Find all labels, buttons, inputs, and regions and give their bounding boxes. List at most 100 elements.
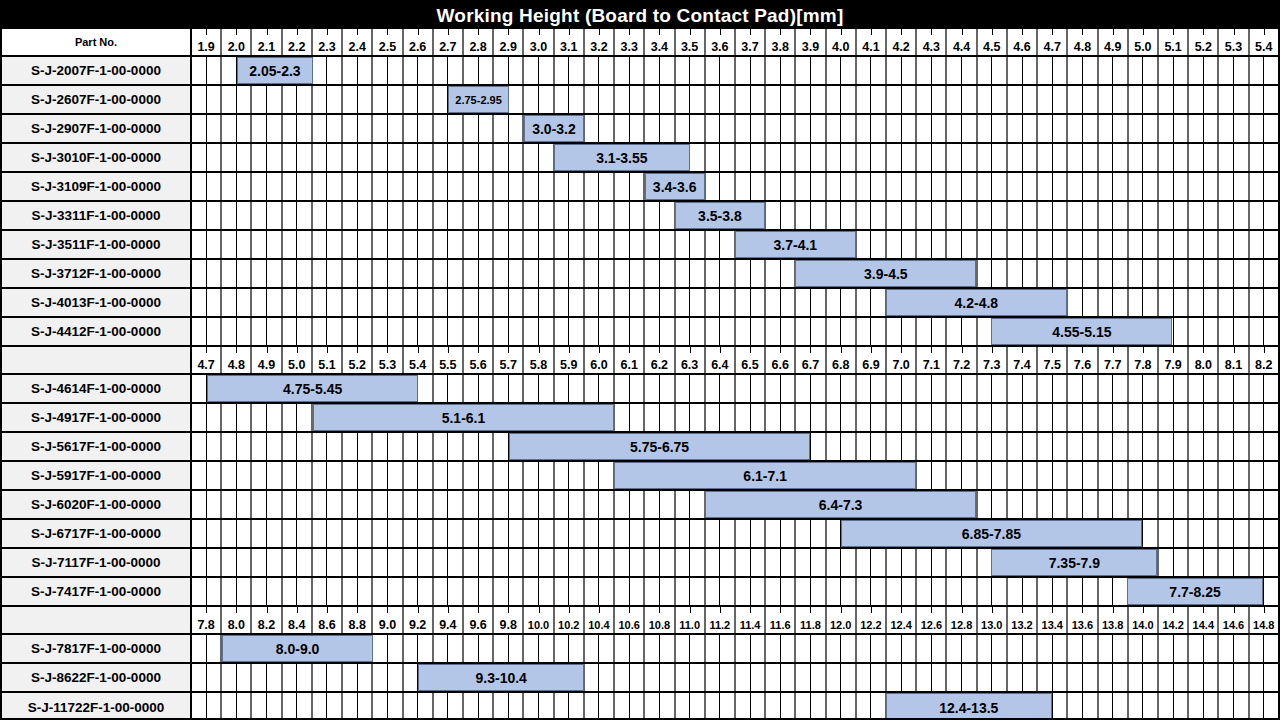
grid-cell <box>676 57 691 84</box>
grid-cell <box>358 173 374 200</box>
grid-cell <box>1083 57 1099 84</box>
grid-cell <box>1189 693 1204 720</box>
grid-cell <box>781 578 797 605</box>
grid-cell <box>569 693 585 720</box>
grid-cell <box>917 173 932 200</box>
grid-cell <box>857 57 872 84</box>
grid-cell <box>555 318 570 345</box>
part-number-cell: S-J-2007F-1-00-0000 <box>2 57 192 84</box>
axis-tick-label: 11.0 <box>676 607 706 633</box>
grid-cell <box>509 289 525 316</box>
grid-cell <box>1008 144 1023 171</box>
grid-cell <box>599 202 615 229</box>
grid-cell <box>1053 173 1069 200</box>
grid-cell <box>1023 144 1039 171</box>
grid-cell <box>267 202 283 229</box>
grid-cell <box>1099 462 1114 489</box>
grid-cell <box>524 318 539 345</box>
table-row: S-J-4614F-1-00-00004.75-5.45 <box>2 375 1278 404</box>
axis-tick-label: 8.2 <box>1250 347 1278 373</box>
grid-cell <box>932 86 948 113</box>
grid-cell <box>418 202 434 229</box>
grid-cell <box>388 520 404 547</box>
table-row: S-J-4412F-1-00-00004.55-5.15 <box>2 318 1278 347</box>
grid-cell <box>252 693 267 720</box>
grid-cell <box>1219 202 1234 229</box>
grid-cell <box>1234 664 1250 691</box>
sections: Part No.1.92.02.12.22.32.42.52.62.72.82.… <box>2 29 1278 720</box>
grid-cell <box>388 635 404 662</box>
grid-cell <box>237 289 253 316</box>
grid-cell <box>857 549 872 576</box>
grid-cell <box>448 578 464 605</box>
axis-tick-label: 7.0 <box>887 347 917 373</box>
grid-cell <box>464 433 479 460</box>
grid-cell <box>555 57 570 84</box>
grid-cell <box>509 202 525 229</box>
grid-cell <box>978 231 993 258</box>
grid-cell <box>1099 57 1114 84</box>
grid-cell <box>448 462 464 489</box>
grid-cell <box>434 260 449 287</box>
grid-cell <box>207 231 223 258</box>
grid-cell <box>1204 635 1220 662</box>
grid-cell <box>676 520 691 547</box>
part-number-cell: S-J-4013F-1-00-0000 <box>2 289 192 316</box>
part-number-cell: S-J-3010F-1-00-0000 <box>2 144 192 171</box>
grid-cell <box>1083 375 1099 402</box>
grid-cell <box>539 57 555 84</box>
grid-cell <box>207 433 223 460</box>
axis-header-row: 7.88.08.28.48.68.89.09.29.49.69.810.010.… <box>2 607 1278 635</box>
grid-cell <box>796 173 811 200</box>
grid-cell <box>902 144 918 171</box>
grid-cell <box>1143 115 1159 142</box>
grid-cell <box>509 578 525 605</box>
grid-cell <box>1068 578 1083 605</box>
grid-cell <box>1053 693 1069 720</box>
grid-cell <box>690 115 706 142</box>
grid-cell <box>871 375 887 402</box>
grid-cell <box>1219 491 1234 518</box>
grid-cell <box>1174 318 1190 345</box>
grid-cell <box>781 404 797 431</box>
grid-cell <box>192 404 207 431</box>
grid-cell <box>192 664 207 691</box>
grid-cell <box>464 375 479 402</box>
axis-tick-label: 8.8 <box>343 607 373 633</box>
part-number-cell: S-J-3511F-1-00-0000 <box>2 231 192 258</box>
grid-cell <box>1174 693 1190 720</box>
grid-cell <box>857 635 872 662</box>
grid-cell <box>902 375 918 402</box>
grid-cell <box>569 86 585 113</box>
grid-cell <box>1264 375 1278 402</box>
grid-cell <box>992 635 1008 662</box>
grid-cell <box>676 86 691 113</box>
grid-cell <box>811 375 827 402</box>
grid-cell <box>494 462 509 489</box>
grid-cell <box>464 173 479 200</box>
axis-tick-label: 6.3 <box>676 347 706 373</box>
grid-cell <box>736 635 751 662</box>
grid-cell <box>871 57 887 84</box>
grid-cell <box>690 549 706 576</box>
grid-cell <box>569 635 585 662</box>
grid-cell <box>569 578 585 605</box>
grid-cell <box>1204 318 1220 345</box>
grid-cell <box>404 664 419 691</box>
grid-cell <box>932 231 948 258</box>
chart-title: Working Height (Board to Contact Pad)[mm… <box>2 2 1278 29</box>
grid-cell <box>252 260 267 287</box>
grid-cell <box>1053 57 1069 84</box>
grid-cell <box>388 260 404 287</box>
grid-cell <box>585 202 600 229</box>
grid-cell <box>313 173 328 200</box>
axis-tick-label: 6.6 <box>766 347 796 373</box>
grid-cell <box>524 375 539 402</box>
grid-cell <box>676 491 691 518</box>
grid-cell <box>404 549 419 576</box>
grid-cell <box>599 231 615 258</box>
grid-cell <box>192 86 207 113</box>
grid-cell <box>645 115 660 142</box>
grid-cell <box>1053 86 1069 113</box>
grid-cell <box>237 231 253 258</box>
